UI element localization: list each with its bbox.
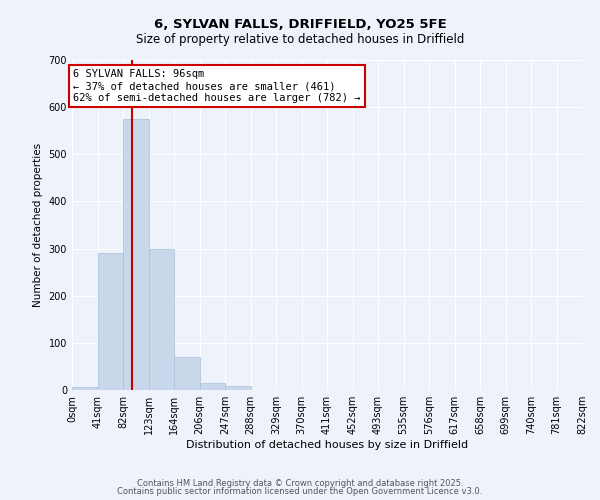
Text: Contains HM Land Registry data © Crown copyright and database right 2025.: Contains HM Land Registry data © Crown c…: [137, 478, 463, 488]
Bar: [123, 119, 149, 390]
Y-axis label: Number of detached properties: Number of detached properties: [33, 143, 43, 307]
Bar: [97, 254, 123, 390]
Text: Size of property relative to detached houses in Driffield: Size of property relative to detached ho…: [136, 32, 464, 46]
Bar: [72, 386, 97, 390]
Text: 6, SYLVAN FALLS, DRIFFIELD, YO25 5FE: 6, SYLVAN FALLS, DRIFFIELD, YO25 5FE: [154, 18, 446, 30]
Bar: [149, 248, 174, 390]
Bar: [199, 384, 225, 390]
Text: Contains public sector information licensed under the Open Government Licence v3: Contains public sector information licen…: [118, 487, 482, 496]
X-axis label: Distribution of detached houses by size in Driffield: Distribution of detached houses by size …: [186, 440, 468, 450]
Bar: [225, 386, 251, 390]
Text: 6 SYLVAN FALLS: 96sqm
← 37% of detached houses are smaller (461)
62% of semi-det: 6 SYLVAN FALLS: 96sqm ← 37% of detached …: [73, 70, 361, 102]
Bar: [174, 357, 199, 390]
